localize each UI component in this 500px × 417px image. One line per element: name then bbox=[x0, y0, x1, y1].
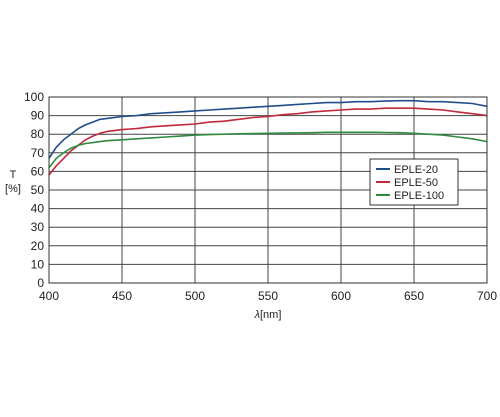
legend-label-eple-50: EPLE-50 bbox=[394, 177, 438, 189]
legend-label-eple-100: EPLE-100 bbox=[394, 190, 444, 202]
series-line-eple-100 bbox=[48, 131, 488, 169]
tick-labels: 400 450 500 550 600 650 700 0 10 20 30 40 50 60 70 80 90… bbox=[24, 90, 497, 303]
y-tick-label: 60 bbox=[31, 164, 45, 178]
x-tick-label: 700 bbox=[477, 289, 497, 303]
y-tick-label: 40 bbox=[31, 202, 45, 216]
x-tick-label: 550 bbox=[258, 289, 278, 303]
y-tick-label: 90 bbox=[31, 109, 45, 123]
x-axis-symbol: λ bbox=[254, 309, 260, 321]
x-axis-unit: [nm] bbox=[260, 309, 281, 321]
x-tick-label: 450 bbox=[112, 289, 132, 303]
series-line-eple-20 bbox=[48, 99, 488, 159]
y-tick-label: 80 bbox=[31, 127, 45, 141]
series-lines bbox=[48, 99, 488, 176]
plot-frame bbox=[48, 96, 488, 284]
x-tick-label: 600 bbox=[331, 289, 351, 303]
y-axis-unit: [%] bbox=[5, 183, 21, 195]
series-line-eple-50 bbox=[48, 107, 488, 176]
y-tick-label: 70 bbox=[31, 146, 45, 160]
y-axis-title: T bbox=[10, 169, 17, 181]
x-tick-label: 400 bbox=[39, 289, 59, 303]
y-tick-label: 10 bbox=[31, 257, 45, 271]
y-tick-label: 100 bbox=[24, 90, 44, 104]
x-tick-label: 650 bbox=[404, 289, 424, 303]
y-tick-label: 20 bbox=[31, 239, 45, 253]
x-axis-title: λ[nm] bbox=[254, 309, 282, 321]
x-tick-label: 500 bbox=[185, 289, 205, 303]
y-tick-label: 50 bbox=[31, 183, 45, 197]
legend-label-eple-20: EPLE-20 bbox=[394, 164, 438, 176]
y-tick-label: 0 bbox=[37, 276, 44, 290]
y-tick-label: 30 bbox=[31, 220, 45, 234]
